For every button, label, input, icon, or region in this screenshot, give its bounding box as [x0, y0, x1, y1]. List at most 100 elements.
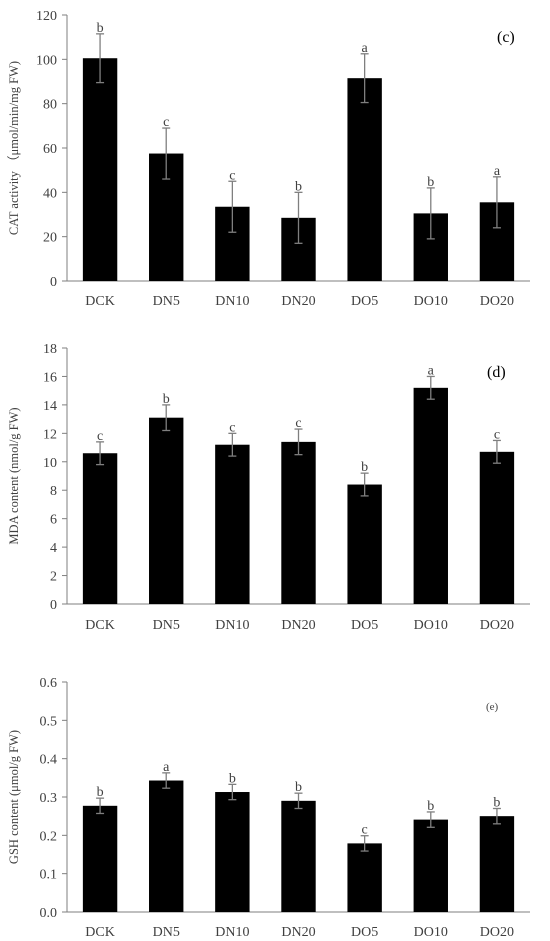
- y-tick-label: 0: [50, 598, 57, 613]
- category-label-group: DCK DN5 DN10 DN20 DO5 DO10 DO20: [85, 925, 514, 940]
- panel-label: (e): [486, 701, 499, 713]
- bar: [149, 780, 184, 912]
- y-tick-label: 0.4: [40, 753, 58, 768]
- y-tick-label: 18: [43, 342, 57, 357]
- bar-group: b c c b a b a: [82, 21, 515, 281]
- y-tick-label: 0.6: [40, 676, 58, 691]
- y-tick-label: 14: [43, 399, 57, 414]
- category-label: DN10: [215, 294, 249, 309]
- bar: [281, 441, 316, 604]
- bar: [347, 484, 382, 604]
- significance-letter: b: [427, 799, 434, 814]
- category-label: DO10: [414, 294, 448, 309]
- bar: [413, 819, 448, 912]
- significance-letter: b: [493, 796, 500, 811]
- y-tick-label: 0.5: [40, 714, 58, 729]
- category-label: DO10: [414, 618, 448, 633]
- significance-letter: b: [97, 21, 104, 36]
- y-tick-label: 0.2: [40, 829, 58, 844]
- y-tick-label: 2: [50, 570, 57, 585]
- y-tick-label: 100: [36, 53, 57, 68]
- significance-letter: a: [163, 760, 170, 775]
- category-label: DN20: [281, 294, 315, 309]
- y-tick-label: 6: [50, 513, 57, 528]
- significance-letter: c: [295, 416, 301, 431]
- category-label: DN5: [153, 925, 180, 940]
- y-tick-label: 60: [43, 142, 57, 157]
- y-axis-title: GSH content (μmol/g FW): [7, 730, 21, 864]
- y-tick-label: 0: [50, 275, 57, 290]
- significance-letter: b: [427, 175, 434, 190]
- y-tick-label: 0.0: [40, 906, 58, 921]
- bar: [215, 444, 250, 604]
- category-label: DO5: [351, 925, 378, 940]
- bar: [413, 387, 448, 604]
- panel-label: (d): [487, 364, 506, 381]
- y-tick-group: 0 2 4 6 8 10 12 14 16 18: [43, 342, 67, 613]
- significance-letter: b: [361, 460, 368, 475]
- y-tick-group: 0.0 0.1 0.2 0.3 0.4 0.5 0.6: [40, 676, 67, 921]
- category-label: DO20: [480, 294, 514, 309]
- significance-letter: c: [494, 427, 500, 442]
- y-tick-label: 16: [43, 370, 57, 385]
- category-label: DO5: [351, 294, 378, 309]
- category-label-group: DCK DN5 DN10 DN20 DO5 DO10 DO20: [85, 294, 514, 309]
- category-label: DCK: [85, 294, 115, 309]
- significance-letter: b: [295, 780, 302, 795]
- bar: [479, 451, 515, 604]
- category-label: DN20: [281, 925, 315, 940]
- bar-group: c b c c b a c: [82, 363, 515, 604]
- significance-letter: c: [229, 168, 235, 183]
- bar-group: b a b b c b b: [82, 760, 515, 912]
- chart-panel-c: 0 20 40 60 80 100 120 b c c b a b a DCK DN5 DN10 DN20 DO…: [7, 9, 530, 309]
- category-label: DCK: [85, 618, 115, 633]
- category-label: DN5: [153, 294, 180, 309]
- category-label: DO5: [351, 618, 378, 633]
- category-label: DCK: [85, 925, 115, 940]
- y-tick-label: 120: [36, 9, 57, 24]
- bar: [82, 453, 118, 604]
- chart-panel-e: 0.0 0.1 0.2 0.3 0.4 0.5 0.6 b a b b c b b DCK DN5 DN10…: [7, 676, 530, 940]
- bar: [281, 800, 316, 912]
- panel-label: (c): [497, 29, 515, 46]
- category-label: DN5: [153, 618, 180, 633]
- category-label: DN10: [215, 618, 249, 633]
- significance-letter: a: [362, 41, 369, 56]
- bar: [215, 792, 250, 912]
- bar: [82, 805, 118, 912]
- y-axis-title: CAT activity （μmol/min/mg FW): [7, 61, 21, 235]
- y-tick-label: 40: [43, 186, 57, 201]
- significance-letter: b: [97, 785, 104, 800]
- significance-letter: b: [295, 179, 302, 194]
- significance-letter: a: [428, 363, 435, 378]
- y-tick-label: 80: [43, 98, 57, 113]
- y-tick-label: 8: [50, 484, 57, 499]
- bar: [479, 816, 515, 912]
- category-label: DN20: [281, 618, 315, 633]
- significance-letter: b: [163, 392, 170, 407]
- category-label-group: DCK DN5 DN10 DN20 DO5 DO10 DO20: [85, 618, 514, 633]
- y-tick-group: 0 20 40 60 80 100 120: [36, 9, 67, 290]
- significance-letter: c: [97, 429, 103, 444]
- category-label: DN10: [215, 925, 249, 940]
- category-label: DO20: [480, 618, 514, 633]
- y-tick-label: 20: [43, 231, 57, 246]
- category-label: DO20: [480, 925, 514, 940]
- y-tick-label: 12: [43, 427, 57, 442]
- y-tick-label: 0.3: [40, 791, 58, 806]
- bar: [347, 78, 382, 281]
- y-tick-label: 4: [50, 541, 57, 556]
- bar: [82, 58, 118, 281]
- chart-panel-d: 0 2 4 6 8 10 12 14 16 18 c b c c b a c DCK DN5 DN10 DN20 DO…: [7, 342, 530, 633]
- y-axis-title: MDA content (nmol/g FW): [7, 407, 21, 544]
- y-tick-label: 10: [43, 456, 57, 471]
- bar: [347, 843, 382, 912]
- y-tick-label: 0.1: [40, 868, 58, 883]
- category-label: DO10: [414, 925, 448, 940]
- significance-letter: c: [163, 115, 169, 130]
- significance-letter: c: [229, 420, 235, 435]
- significance-letter: c: [362, 823, 368, 838]
- significance-letter: b: [229, 771, 236, 786]
- bar: [149, 417, 184, 604]
